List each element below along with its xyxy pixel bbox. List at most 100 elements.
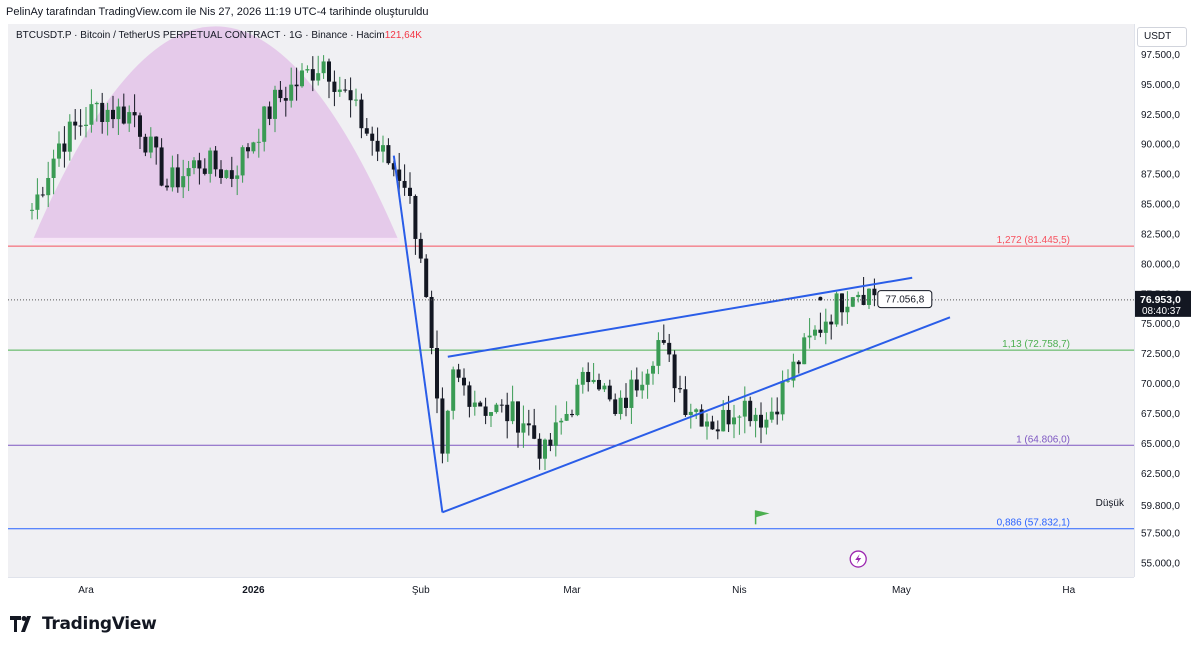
legend-interval[interactable]: 1G [289, 30, 303, 41]
chart-pane[interactable]: 1,272 (81.445,5) 1,13 (72.758,7) 1 (64.806… [8, 24, 1134, 577]
fib-level-label: 1 (64.806,0) [1016, 434, 1070, 445]
legend-symbol[interactable]: BTCUSDT.P [16, 30, 72, 41]
candle-up [651, 365, 655, 374]
candle-up [192, 160, 196, 169]
candle-up [494, 404, 499, 413]
price-tick-label: 97.500,0 [1141, 50, 1180, 61]
candle-up [742, 400, 747, 417]
candle-down [175, 167, 180, 188]
fib-level-label: 1,13 (72.758,7) [1002, 339, 1070, 350]
candle-down [246, 147, 250, 152]
candle-down [402, 180, 407, 188]
legend-sep: · [305, 30, 309, 41]
candle-down [537, 438, 542, 459]
candle-down [40, 194, 45, 196]
candle-up [602, 385, 607, 390]
candle-down [213, 150, 218, 170]
candle-down [154, 136, 159, 148]
candle-up [786, 380, 790, 382]
price-tick-label: 62.500,0 [1141, 469, 1180, 480]
candle-up [116, 106, 121, 120]
candle-down [364, 128, 369, 134]
candle-down [624, 397, 628, 408]
legend-description: Bitcoin / TetherUS PERPETUAL CONTRACT [80, 30, 281, 41]
candle-down [429, 296, 434, 348]
candle-down [359, 99, 364, 129]
candle-up [575, 384, 580, 416]
candle-down [526, 423, 531, 426]
candle-down [672, 354, 677, 389]
candle-down [111, 109, 115, 120]
tradingview-logo-icon [10, 616, 31, 632]
chart-legend: BTCUSDT.P · Bitcoin / TetherUS PERPETUAL… [16, 30, 422, 41]
candle-up [127, 112, 132, 124]
candles [30, 55, 882, 471]
legend-sep: · [350, 30, 354, 41]
fib-level-label: 0,886 (57.832,1) [997, 518, 1070, 529]
candle-down [73, 121, 78, 126]
price-tick-label: 59.800,0 [1141, 501, 1180, 512]
candle-up [256, 141, 261, 143]
legend-volume-label: Hacim [356, 30, 385, 41]
candle-down [699, 409, 704, 427]
flag-icon [755, 510, 770, 518]
candle-down [634, 379, 639, 391]
candle-down [462, 377, 466, 386]
time-tick-label: May [892, 585, 911, 596]
candle-down [159, 147, 164, 186]
last-price-countdown: 08:40:37 [1142, 306, 1181, 317]
price-tick-label: 70.000,0 [1141, 379, 1180, 390]
fib-level-label: 1,272 (81.445,5) [997, 235, 1070, 246]
time-axis[interactable]: Ara 2026 Şub Mar Nis May Ha [8, 577, 1134, 600]
candle-up [337, 89, 342, 92]
candle-up [51, 158, 56, 178]
candle-up [850, 297, 855, 307]
candle-up [629, 379, 634, 408]
candle-up [645, 373, 650, 385]
currency-button[interactable]: USDT [1137, 27, 1187, 47]
candle-up [321, 61, 326, 74]
candle-down [332, 81, 337, 92]
time-tick-label: Mar [563, 585, 581, 596]
candle-down [710, 421, 715, 430]
snapshot-caption: PelinAy tarafından TradingView.com ile N… [6, 6, 429, 18]
candle-up [89, 104, 94, 125]
candle-down [516, 401, 520, 433]
legend-volume-value: 121,64K [384, 30, 422, 41]
candle-down [100, 102, 105, 122]
candle-up [251, 142, 256, 152]
candlestick-chart[interactable]: 1,272 (81.445,5) 1,13 (72.758,7) 1 (64.806… [8, 24, 1134, 577]
candle-down [62, 143, 67, 152]
candle-down [613, 399, 618, 415]
callout-marker [818, 296, 823, 301]
candle-down [197, 160, 202, 169]
candle-up [845, 306, 850, 313]
candle-up [300, 70, 304, 87]
low-label: Düşük [1096, 498, 1125, 509]
candle-up [737, 416, 742, 418]
candle-down [283, 98, 288, 101]
price-callout-text: 77.056,8 [885, 295, 924, 306]
time-axis-labels: Ara 2026 Şub Mar Nis May Ha [78, 585, 1075, 596]
price-tick-label: 72.500,0 [1141, 349, 1180, 360]
candle-down [478, 402, 483, 407]
candle-up [802, 337, 807, 365]
price-axis[interactable]: 97.500,0 95.000,0 92.500,0 90.000,0 87.500,0… [1134, 24, 1191, 577]
time-tick-label: Nis [732, 585, 746, 596]
rounding-top-arc [32, 26, 400, 242]
candle-down [483, 406, 488, 416]
price-tick-label: 65.000,0 [1141, 439, 1180, 450]
candle-up [834, 293, 839, 325]
time-tick-label: Ha [1062, 585, 1075, 596]
candle-down [294, 84, 299, 87]
candle-down [370, 133, 375, 141]
candle-up [381, 145, 385, 152]
candle-up [67, 121, 72, 152]
candle-up [186, 168, 191, 177]
candle-up [57, 143, 61, 159]
candle-up [273, 89, 277, 119]
candle-down [408, 187, 412, 196]
candle-down [759, 414, 763, 428]
price-tick-label: 92.500,0 [1141, 110, 1180, 121]
